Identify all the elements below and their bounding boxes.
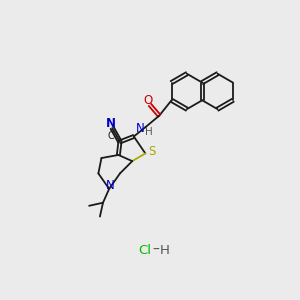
Text: Cl: Cl [138, 244, 151, 256]
Text: S: S [148, 146, 155, 158]
Text: O: O [144, 94, 153, 107]
Text: N: N [106, 117, 116, 130]
Text: C: C [108, 130, 115, 141]
Text: H: H [145, 127, 152, 137]
Text: H: H [160, 244, 170, 256]
Text: N: N [136, 122, 145, 134]
Text: N: N [106, 179, 114, 192]
Text: –: – [153, 243, 160, 257]
